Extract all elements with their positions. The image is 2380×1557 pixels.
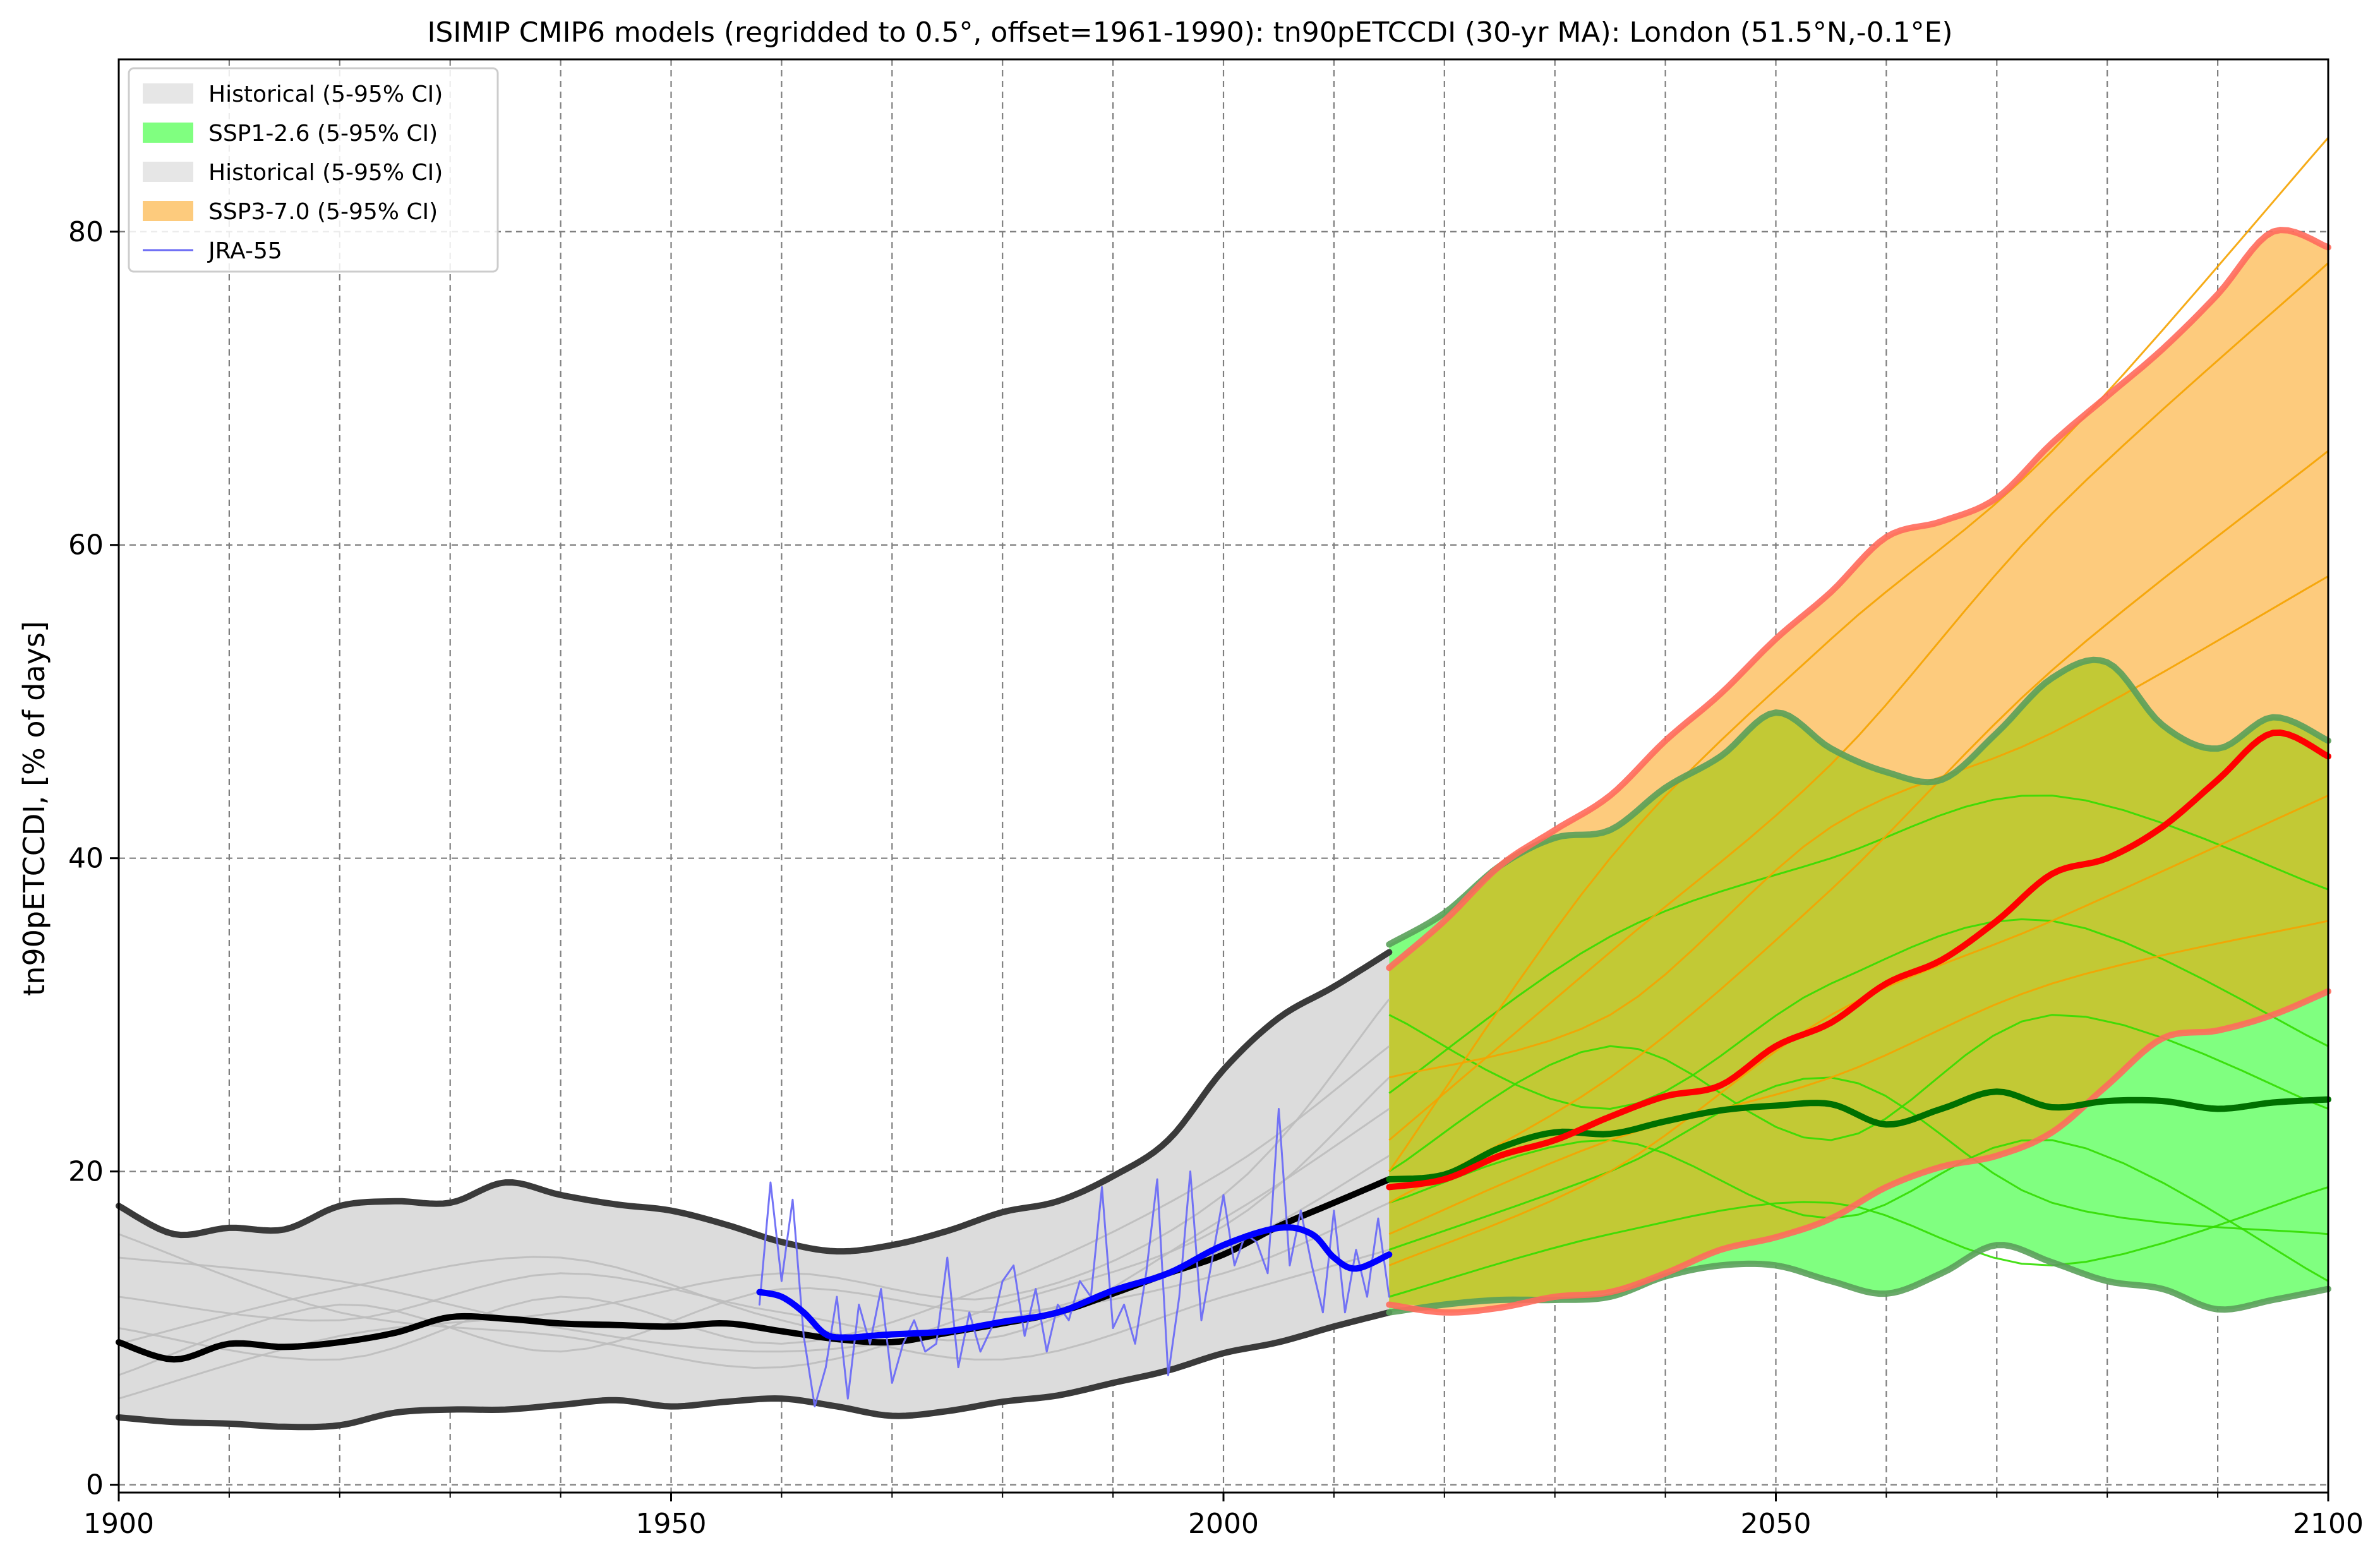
jra55-moving-average-line bbox=[756, 1224, 1393, 1341]
x-tick-label: 2000 bbox=[1188, 1508, 1259, 1540]
axis-ticks: 1900 1950 2000 2050 2100 0 20 40 60 80 bbox=[68, 216, 2364, 1540]
series-lines bbox=[116, 227, 2331, 1431]
legend-entry-2-ssp1-2-6-5-95-ci-swatch bbox=[143, 123, 193, 143]
historical-member-line bbox=[118, 1155, 1390, 1353]
legend-entry-4-ssp3-7-0-5-95-ci-swatch bbox=[143, 201, 193, 221]
ssp370-member-line bbox=[1388, 450, 2329, 1204]
legend-entry-3-historical-5-95-ci-swatch bbox=[143, 162, 193, 182]
y-tick-label: 60 bbox=[68, 529, 104, 562]
y-tick-label: 40 bbox=[68, 843, 104, 875]
scenario-overlap-band bbox=[1389, 659, 2328, 1305]
x-tick-label: 1900 bbox=[83, 1508, 154, 1540]
historical-member-line bbox=[118, 1045, 1390, 1361]
y-tick-label: 0 bbox=[86, 1469, 104, 1501]
legend-entry-3-historical-5-95-ci-label: Historical (5-95% CI) bbox=[208, 160, 443, 186]
ssp126-member-line bbox=[1388, 794, 2329, 1094]
ssp126-upper-bound bbox=[1386, 656, 2331, 948]
ssp126-member-line bbox=[1388, 1014, 2329, 1172]
ssp126-member-line bbox=[1388, 918, 2329, 1110]
historical-member-line bbox=[118, 1108, 1390, 1342]
x-tick-label: 2050 bbox=[1741, 1508, 1812, 1540]
ssp370-member-line bbox=[1388, 262, 2329, 1141]
historical-upper-bound bbox=[116, 949, 1393, 1255]
y-tick-label: 20 bbox=[68, 1156, 104, 1188]
chart-title: ISIMIP CMIP6 models (regridded to 0.5°, … bbox=[427, 16, 1952, 49]
ssp370-median-line bbox=[1386, 729, 2331, 1191]
x-tick-label: 1950 bbox=[636, 1508, 707, 1540]
legend-box bbox=[128, 67, 499, 273]
legend-entry-1-historical-5-95-ci-label: Historical (5-95% CI) bbox=[208, 81, 443, 107]
legend: Historical (5-95% CI) SSP1-2.6 (5-95% CI)… bbox=[128, 67, 499, 273]
historical-member-line bbox=[118, 1076, 1390, 1369]
legend-entry-2-ssp1-2-6-5-95-ci-label: SSP1-2.6 (5-95% CI) bbox=[208, 121, 438, 147]
ssp370-member-line bbox=[1388, 920, 2329, 1235]
y-axis-label: tn90pETCCDI, [% of days] bbox=[17, 621, 51, 996]
x-tick-label: 2100 bbox=[2293, 1508, 2364, 1540]
legend-entry-4-ssp3-7-0-5-95-ci-label: SSP3-7.0 (5-95% CI) bbox=[208, 199, 438, 225]
ssp370-lower-bound bbox=[1386, 988, 2331, 1316]
ssp126-member-line bbox=[1388, 1186, 2329, 1298]
ssp126-median-line bbox=[1386, 1088, 2331, 1182]
legend-entry-5-jra-55-label: JRA-55 bbox=[207, 238, 282, 264]
jra55-annual-line bbox=[758, 1108, 1390, 1408]
y-tick-label: 80 bbox=[68, 216, 104, 248]
ssp370-member-line bbox=[1388, 795, 2329, 1266]
legend-entry-1-historical-5-95-ci-swatch bbox=[143, 83, 193, 104]
historical-member-line bbox=[118, 1201, 1390, 1376]
ssp370-member-line bbox=[1388, 575, 2329, 1079]
ssp370-member-line bbox=[1388, 137, 2329, 1172]
ssp370-upper-bound bbox=[1386, 227, 2331, 971]
historical-lower-bound bbox=[116, 1309, 1393, 1431]
historical-member-line bbox=[118, 1249, 1390, 1361]
